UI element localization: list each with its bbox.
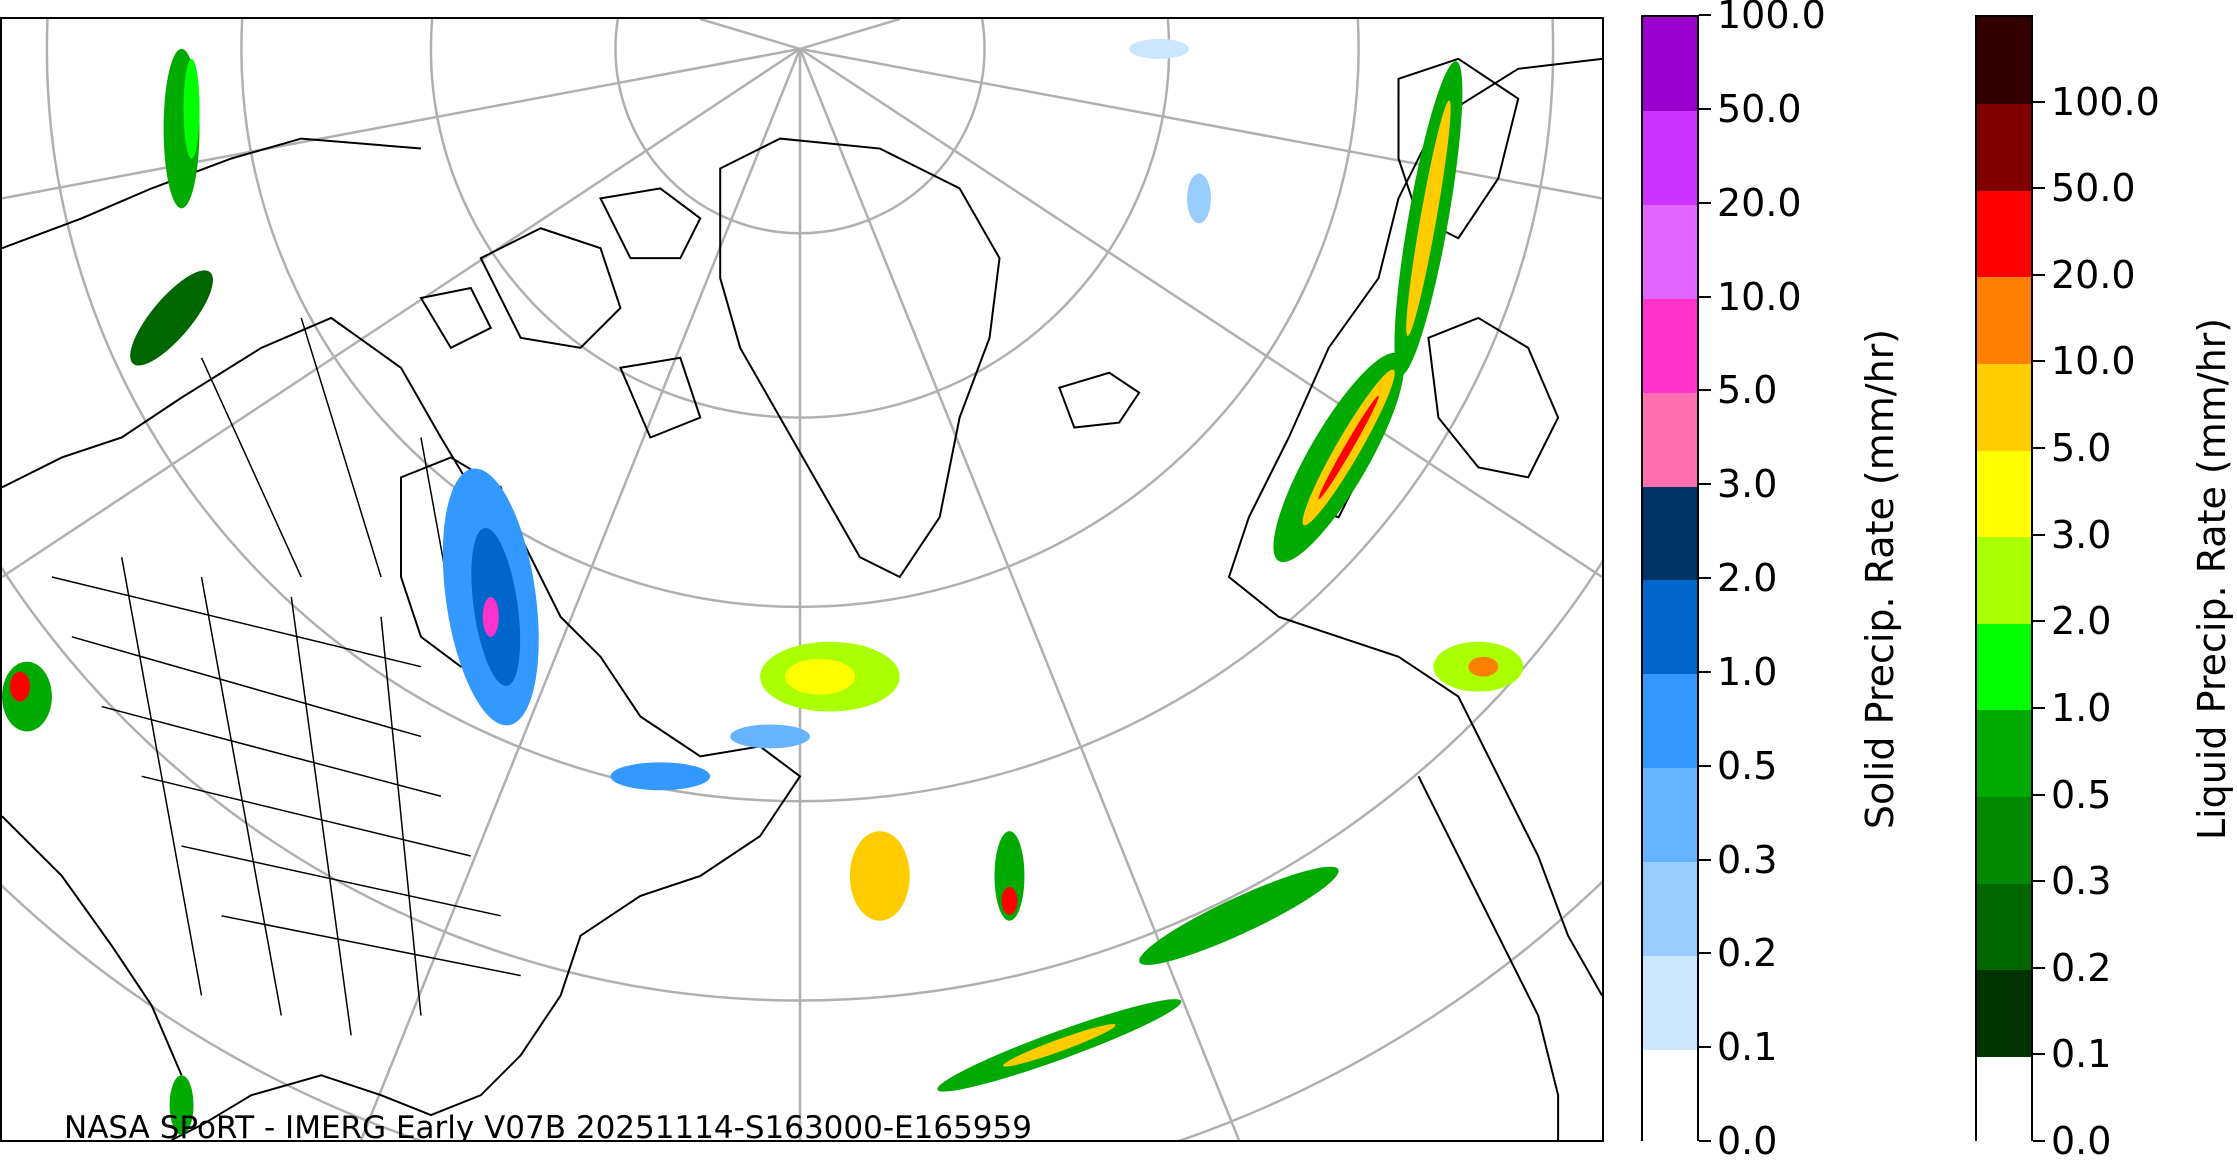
liquid-colorbar-segment	[1977, 1056, 2031, 1143]
solid-colorbar-segment	[1643, 1049, 1697, 1143]
precipitation-map: NASA SPoRT - IMERG Early V07B 20251114-S…	[0, 17, 1604, 1142]
solid-colorbar-tick-label: 5.0	[1717, 371, 1777, 409]
liquid-colorbar-tick-label: 1.0	[2051, 689, 2111, 727]
liquid-colorbar-tick	[2033, 447, 2045, 449]
liquid-colorbar-tick-label: 0.0	[2051, 1122, 2111, 1160]
liquid-colorbar-tick-label: 0.3	[2051, 862, 2111, 900]
liquid-colorbar-tick-label: 20.0	[2051, 256, 2136, 294]
political-borders	[52, 318, 521, 1035]
liquid-colorbar-tick-label: 0.5	[2051, 776, 2111, 814]
precip-liquid	[2, 49, 1523, 1135]
solid-colorbar-tick	[1699, 296, 1711, 298]
liquid-colorbar-segment	[1977, 710, 2031, 797]
liquid-colorbar-segment	[1977, 450, 2031, 537]
solid-colorbar-segment	[1643, 862, 1697, 956]
data-source-credit: NASA SPoRT - IMERG Early V07B 20251114-S…	[64, 1113, 1032, 1142]
solid-colorbar-segment	[1643, 392, 1697, 486]
solid-colorbar-tick	[1699, 765, 1711, 767]
liquid-colorbar-tick-label: 10.0	[2051, 342, 2136, 380]
solid-colorbar-tick-label: 1.0	[1717, 653, 1777, 691]
liquid-colorbar-segment	[1977, 623, 2031, 710]
solid-colorbar-tick	[1699, 389, 1711, 391]
liquid-colorbar-tick	[2033, 880, 2045, 882]
latitude-lines	[2, 19, 1602, 1140]
liquid-colorbar-segment	[1977, 970, 2031, 1057]
liquid-colorbar-tick	[2033, 1140, 2045, 1142]
solid-colorbar-tick	[1699, 202, 1711, 204]
liquid-colorbar-segment	[1977, 797, 2031, 884]
solid-colorbar-tick	[1699, 577, 1711, 579]
liquid-colorbar-segment	[1977, 17, 2031, 104]
solid-colorbar-segment	[1643, 955, 1697, 1049]
solid-colorbar-segment	[1643, 17, 1697, 111]
liquid-colorbar-segment	[1977, 190, 2031, 277]
solid-colorbar-tick-label: 20.0	[1717, 184, 1802, 222]
solid-colorbar-tick	[1699, 108, 1711, 110]
liquid-colorbar-tick-label: 2.0	[2051, 602, 2111, 640]
liquid-colorbar-tick	[2033, 967, 2045, 969]
liquid-colorbar-tick-label: 5.0	[2051, 429, 2111, 467]
liquid-colorbar-tick	[2033, 534, 2045, 536]
liquid-colorbar-tick-label: 0.1	[2051, 1035, 2111, 1073]
solid-colorbar-tick	[1699, 14, 1711, 16]
solid-colorbar-segment	[1643, 580, 1697, 674]
liquid-colorbar-segment	[1977, 537, 2031, 624]
liquid-colorbar-tick	[2033, 187, 2045, 189]
liquid-colorbar-tick-label: 0.2	[2051, 949, 2111, 987]
liquid-colorbar-tick	[2033, 620, 2045, 622]
solid-colorbar-segment	[1643, 486, 1697, 580]
solid-colorbar-tick	[1699, 1046, 1711, 1048]
liquid-colorbar-tick	[2033, 274, 2045, 276]
solid-colorbar-tick-label: 3.0	[1717, 465, 1777, 503]
solid-colorbar-tick-label: 2.0	[1717, 559, 1777, 597]
solid-colorbar-tick-label: 0.0	[1717, 1122, 1777, 1160]
liquid-colorbar-tick-label: 100.0	[2051, 83, 2160, 121]
solid-colorbar-tick	[1699, 952, 1711, 954]
liquid-colorbar-segment	[1977, 277, 2031, 364]
solid-colorbar-tick-label: 0.3	[1717, 841, 1777, 879]
liquid-colorbar-segment	[1977, 104, 2031, 191]
solid-colorbar-tick-label: 0.5	[1717, 747, 1777, 785]
solid-colorbar-tick	[1699, 483, 1711, 485]
solid-colorbar-tick-label: 0.2	[1717, 934, 1777, 972]
solid-colorbar-tick-label: 0.1	[1717, 1028, 1777, 1066]
liquid-colorbar-tick	[2033, 707, 2045, 709]
liquid-colorbar-label: Liquid Precip. Rate (mm/hr)	[2193, 318, 2231, 840]
solid-colorbar-segment	[1643, 674, 1697, 768]
solid-colorbar-tick	[1699, 671, 1711, 673]
longitude-lines	[2, 19, 1602, 1140]
coastlines	[2, 59, 1602, 1140]
map-canvas	[2, 19, 1602, 1140]
solid-colorbar-tick	[1699, 1140, 1711, 1142]
solid-colorbar-segment	[1643, 768, 1697, 862]
liquid-colorbar-segment	[1977, 883, 2031, 970]
solid-colorbar-label: Solid Precip. Rate (mm/hr)	[1861, 329, 1899, 829]
liquid-colorbar-segment	[1977, 363, 2031, 450]
solid-colorbar-segment	[1643, 205, 1697, 299]
solid-colorbar-segment	[1643, 299, 1697, 393]
solid-colorbar-segment	[1643, 111, 1697, 205]
liquid-colorbar-tick	[2033, 360, 2045, 362]
liquid-colorbar-tick	[2033, 794, 2045, 796]
solid-colorbar	[1641, 15, 1699, 1141]
liquid-colorbar-tick	[2033, 1053, 2045, 1055]
solid-colorbar-tick-label: 50.0	[1717, 90, 1802, 128]
liquid-colorbar-tick-label: 3.0	[2051, 516, 2111, 554]
liquid-colorbar-tick	[2033, 101, 2045, 103]
solid-colorbar-tick-label: 100.0	[1717, 0, 1826, 34]
solid-colorbar-tick-label: 10.0	[1717, 278, 1802, 316]
solid-colorbar-tick	[1699, 859, 1711, 861]
liquid-colorbar	[1975, 15, 2033, 1141]
liquid-colorbar-tick-label: 50.0	[2051, 169, 2136, 207]
